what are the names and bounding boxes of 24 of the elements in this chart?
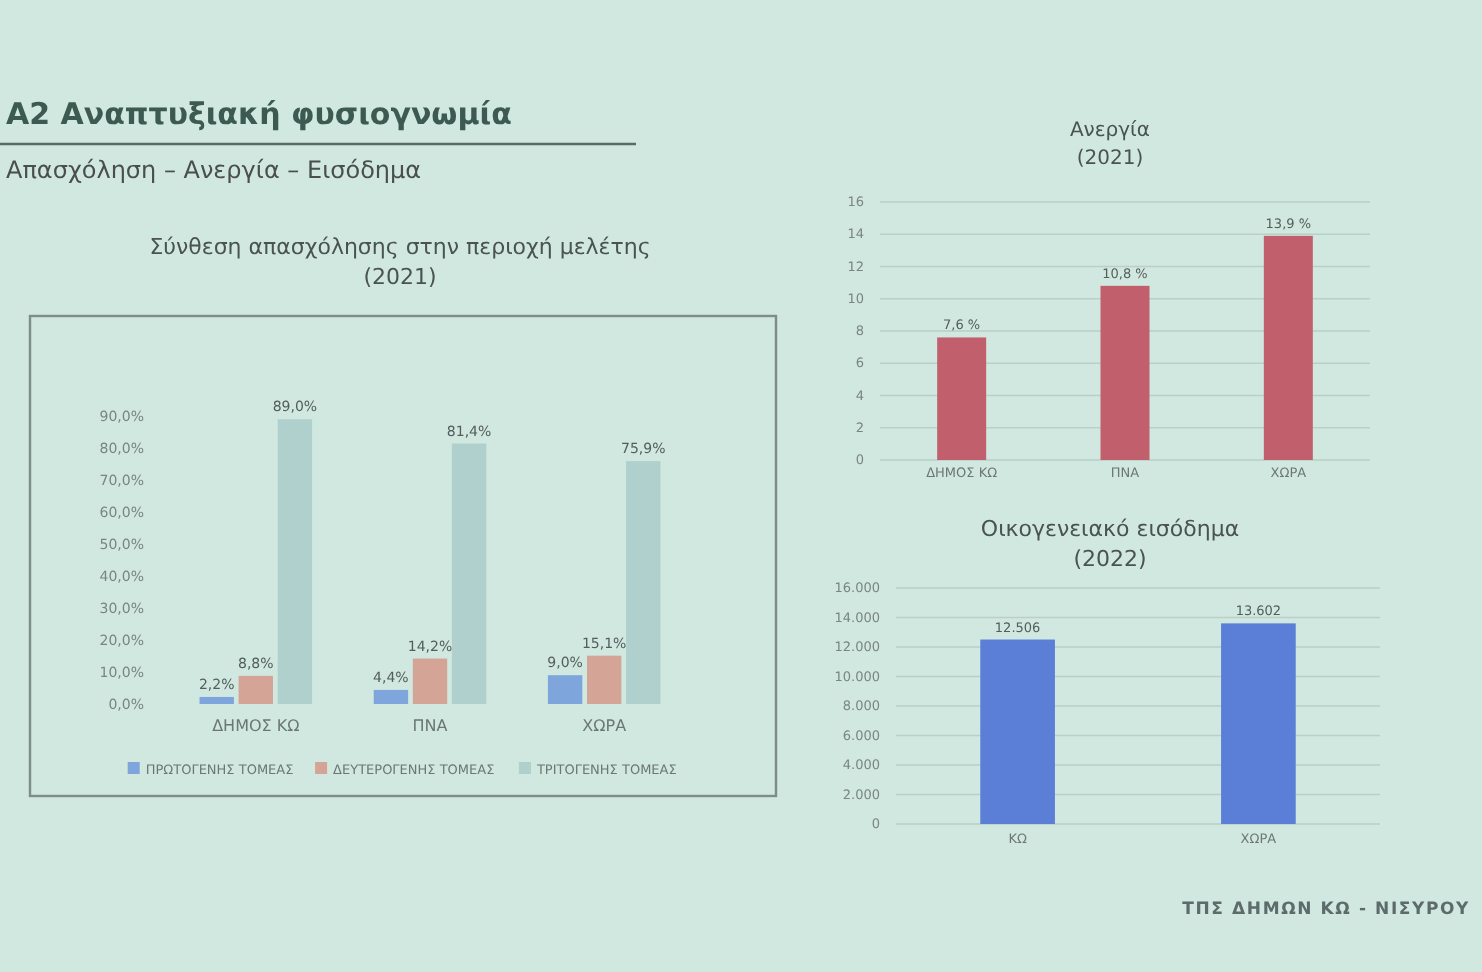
bar xyxy=(373,689,409,704)
bar xyxy=(626,461,661,704)
chart-title: Οικογενειακό εισόδημα xyxy=(980,516,1240,542)
bar xyxy=(412,658,448,704)
chart-subtitle: (2021) xyxy=(1076,148,1144,170)
chart-title: Ανεργία xyxy=(1069,120,1151,142)
bar xyxy=(587,655,622,704)
text: Απασχόληση – Ανεργία – Εισόδημα xyxy=(6,156,422,184)
bar xyxy=(199,696,234,704)
chart-subtitle: (2022) xyxy=(1073,546,1147,572)
bar xyxy=(1263,235,1313,460)
bar xyxy=(1100,285,1150,460)
text: Α2 Αναπτυξιακή φυσιογνωμία xyxy=(6,96,512,132)
x-tick-label: ΧΩΡΑ xyxy=(582,717,628,736)
bar xyxy=(238,675,273,704)
bar xyxy=(451,443,487,704)
bar xyxy=(547,675,583,704)
x-tick-label: ΠΝΑ xyxy=(412,717,449,736)
bar xyxy=(937,337,987,460)
chart-subtitle: (2021) xyxy=(363,264,437,290)
x-tick-label: ΔΗΜΟΣ ΚΩ xyxy=(212,717,300,736)
text: ΤΠΣ ΔΗΜΩΝ ΚΩ - ΝΙΣΥΡΟΥ xyxy=(1182,900,1471,920)
bar xyxy=(277,419,313,704)
chart-title: Σύνθεση απασχόλησης στην περιοχή μελέτης xyxy=(149,234,651,260)
